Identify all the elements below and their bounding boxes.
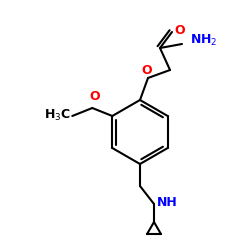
Text: NH$_2$: NH$_2$ xyxy=(190,32,217,48)
Text: O: O xyxy=(142,64,152,77)
Text: H$_3$C: H$_3$C xyxy=(44,108,71,122)
Text: O: O xyxy=(174,24,184,36)
Text: O: O xyxy=(89,90,100,103)
Text: NH: NH xyxy=(157,196,178,209)
